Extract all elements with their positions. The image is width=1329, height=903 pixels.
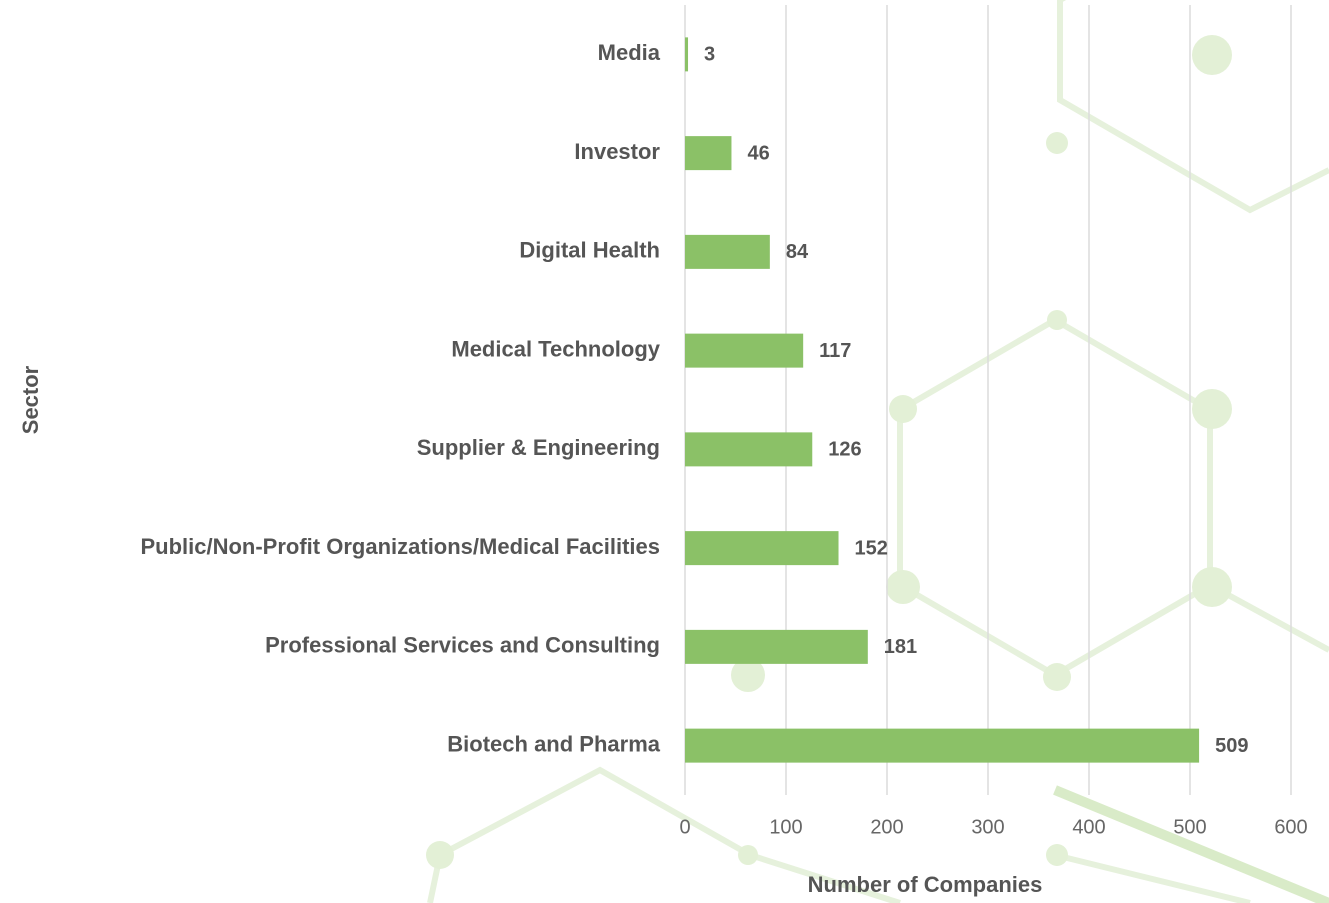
- y-tick-label: Public/Non-Profit Organizations/Medical …: [140, 534, 660, 559]
- y-tick-label: Biotech and Pharma: [447, 731, 660, 756]
- background-dots: [426, 35, 1232, 869]
- value-label: 84: [786, 241, 809, 263]
- bar: [685, 234, 770, 269]
- x-tick-label: 500: [1173, 816, 1206, 838]
- y-tick-label: Investor: [574, 139, 660, 164]
- value-label: 117: [819, 340, 851, 362]
- x-axis-title: Number of Companies: [808, 872, 1043, 897]
- value-label: 152: [855, 537, 888, 559]
- y-tick-label: Supplier & Engineering: [417, 435, 660, 460]
- y-tick-label: Professional Services and Consulting: [265, 633, 660, 658]
- bar: [685, 728, 1200, 763]
- bar: [685, 629, 868, 664]
- y-axis-title: Sector: [18, 365, 43, 434]
- bar: [685, 37, 689, 72]
- x-tick-label: 300: [971, 816, 1004, 838]
- bar: [685, 432, 813, 467]
- value-label: 181: [884, 636, 917, 658]
- value-label: 509: [1215, 735, 1248, 757]
- x-tick-label: 400: [1072, 816, 1105, 838]
- x-tick-label: 600: [1274, 816, 1307, 838]
- x-tick-label: 200: [870, 816, 903, 838]
- bar: [685, 531, 839, 566]
- y-tick-label: Media: [598, 40, 661, 65]
- x-tick-label: 0: [679, 816, 690, 838]
- value-label: 46: [747, 142, 769, 164]
- y-tick-label: Digital Health: [519, 238, 660, 263]
- value-label: 126: [828, 439, 861, 461]
- bar: [685, 333, 804, 368]
- x-tick-label: 100: [769, 816, 802, 838]
- y-tick-label: Medical Technology: [451, 336, 660, 361]
- value-label: 3: [704, 44, 715, 66]
- bar: [685, 136, 732, 171]
